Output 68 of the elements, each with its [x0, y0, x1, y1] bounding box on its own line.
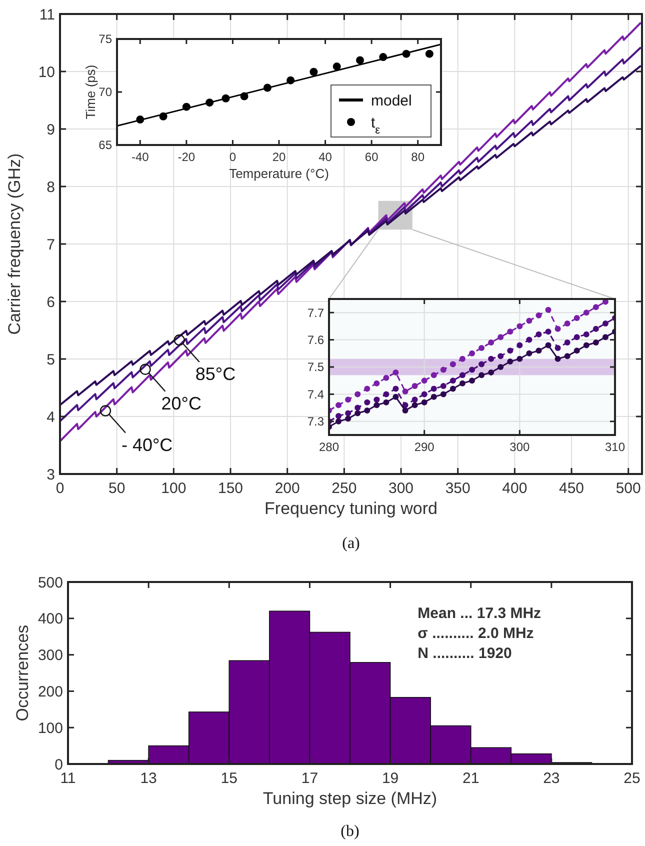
x-tick-label: 13 [140, 770, 157, 787]
y-tick-label: 9 [46, 121, 55, 138]
y-axis-title: Occurrences [13, 624, 32, 722]
annotation: 85°C [195, 364, 236, 384]
x-tick-label: 100 [161, 480, 186, 497]
x-tick-label: 350 [445, 480, 470, 497]
x-tick-label: 400 [502, 480, 528, 497]
y-axis-title: Carrier frequency (GHz) [5, 153, 24, 335]
y-axis-title: Time (ps) [83, 64, 98, 120]
x-tick-label: -20 [178, 150, 196, 164]
x-tick-label: 21 [462, 770, 480, 787]
y-tick-label: 100 [38, 720, 63, 737]
y-tick-label: 10 [38, 64, 55, 81]
x-tick-label: 450 [559, 480, 584, 497]
y-tick-label: 7 [46, 236, 55, 254]
y-tick-label: 400 [38, 610, 63, 628]
x-tick-label: 17 [301, 770, 318, 787]
annotation: Mean ... 17.3 MHz [418, 605, 542, 622]
annotation: σ .......... 2.0 MHz [418, 625, 534, 642]
y-tick-label: 300 [38, 647, 63, 664]
x-axis-title: Temperature (°C) [229, 166, 329, 181]
y-tick-label: 500 [38, 574, 63, 592]
x-tick-label: 11 [60, 770, 76, 787]
y-tick-label: 70 [98, 85, 112, 100]
y-tick-label: 7.6 [307, 333, 324, 347]
text: (a) [342, 535, 360, 552]
y-tick-label: 75 [98, 32, 112, 46]
y-tick-label: 200 [38, 683, 63, 700]
x-tick-label: 200 [274, 480, 300, 497]
x-tick-label: 25 [624, 770, 640, 787]
annotation: - 40°C [121, 434, 173, 455]
y-tick-label: 8 [46, 178, 55, 196]
y-tick-label: 7.4 [307, 387, 324, 402]
annotation: N .......... 1920 [418, 645, 512, 662]
x-tick-label: 40 [318, 150, 332, 164]
legend-label: t$_{ε}$ [371, 114, 380, 136]
x-axis-title: Frequency tuning word [264, 499, 438, 518]
x-tick-label: 20 [272, 150, 286, 164]
x-tick-label: 300 [510, 440, 530, 454]
x-tick-label: 300 [388, 480, 414, 497]
y-tick-label: 3 [46, 466, 55, 484]
y-tick-label: 7.7 [307, 306, 324, 320]
x-tick-label: 19 [382, 770, 399, 787]
y-tick-label: 0 [54, 756, 63, 774]
x-tick-label: 23 [543, 770, 560, 787]
y-tick-label: 7.5 [307, 360, 324, 374]
x-tick-label: 80 [411, 150, 425, 164]
y-tick-label: 65 [98, 138, 112, 152]
x-tick-label: 0 [229, 150, 236, 164]
x-tick-label: 280 [318, 440, 340, 454]
legend-label: model [371, 92, 412, 110]
y-tick-label: 6 [46, 294, 55, 311]
x-tick-label: 500 [616, 480, 641, 497]
x-tick-label: 290 [414, 440, 435, 454]
x-tick-label: 60 [364, 150, 379, 164]
y-tick-label: 7.3 [307, 414, 324, 429]
y-tick-label: 4 [46, 408, 55, 426]
x-tick-label: 15 [220, 770, 238, 787]
x-tick-label: 250 [332, 480, 357, 497]
y-tick-label: 11 [39, 6, 55, 24]
y-tick-label: 5 [46, 351, 55, 368]
x-axis-title: Tuning step size (MHz) [262, 789, 438, 808]
x-tick-label: 150 [218, 480, 244, 497]
text: (b) [340, 823, 360, 840]
annotation: 20°C [161, 393, 202, 414]
x-tick-label: 50 [108, 480, 126, 497]
x-tick-label: -40 [131, 150, 150, 164]
x-tick-label: 310 [604, 440, 626, 454]
